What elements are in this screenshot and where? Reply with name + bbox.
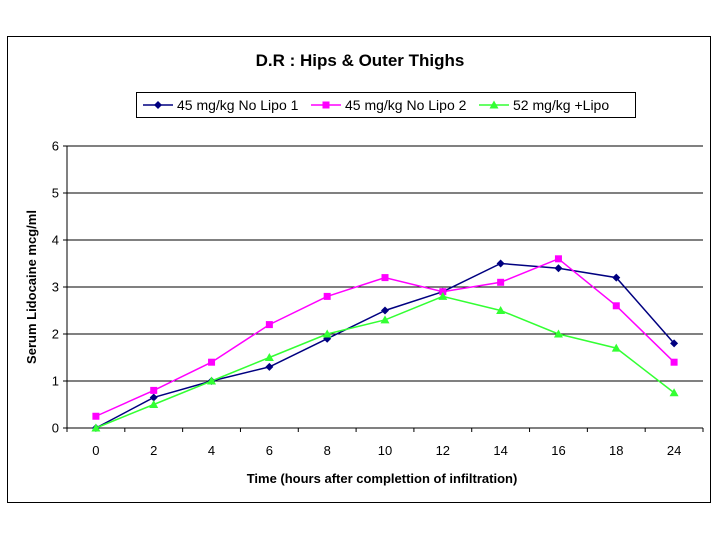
- legend-marker-square: [311, 101, 341, 109]
- y-tick-label: 2: [52, 327, 59, 342]
- x-tick-label: 16: [551, 443, 565, 458]
- data-point: [265, 321, 273, 329]
- series-line-1: [95, 262, 675, 429]
- y-axis-label: Serum Lidocaine mcg/ml: [24, 210, 39, 364]
- x-tick-label: 4: [208, 443, 215, 458]
- x-tick-label: 12: [436, 443, 450, 458]
- data-point: [497, 278, 505, 286]
- data-point: [264, 353, 274, 361]
- data-point: [149, 393, 158, 402]
- y-tick-label: 1: [52, 374, 59, 389]
- data-point: [150, 386, 158, 394]
- data-point: [323, 292, 331, 300]
- data-point: [208, 358, 216, 366]
- x-tick-label: 18: [609, 443, 623, 458]
- data-point: [612, 273, 621, 282]
- data-point: [669, 388, 679, 397]
- x-tick-label: 8: [324, 443, 331, 458]
- data-point: [553, 329, 563, 338]
- legend: 45 mg/kg No Lipo 1 45 mg/kg No Lipo 2 52…: [136, 92, 636, 118]
- data-point: [670, 358, 678, 366]
- x-tick-label: 6: [266, 443, 273, 458]
- x-tick-label: 2: [150, 443, 157, 458]
- y-tick-label: 3: [52, 280, 59, 295]
- y-tick-label: 5: [52, 186, 59, 201]
- y-tick-label: 0: [52, 421, 59, 436]
- y-tick-label: 6: [52, 139, 59, 154]
- data-point: [670, 339, 679, 348]
- legend-label: 45 mg/kg No Lipo 1: [177, 97, 299, 113]
- data-point: [91, 423, 101, 432]
- x-tick-label: 24: [667, 443, 681, 458]
- data-point: [207, 376, 217, 385]
- x-axis-label: Time (hours after complettion of infiltr…: [247, 471, 518, 486]
- chart-title: D.R : Hips & Outer Thighs: [255, 51, 465, 70]
- data-point: [554, 264, 563, 273]
- data-point: [381, 274, 389, 282]
- data-point: [554, 255, 562, 263]
- y-tick-label: 4: [52, 233, 59, 248]
- data-point: [611, 343, 621, 352]
- legend-label: 45 mg/kg No Lipo 2: [345, 97, 467, 113]
- legend-marker-triangle: [479, 100, 509, 109]
- x-tick-label: 14: [493, 443, 507, 458]
- legend-label: 52 mg/kg +Lipo: [513, 97, 610, 113]
- x-tick-label: 10: [378, 443, 392, 458]
- data-point: [380, 315, 390, 324]
- data-point: [439, 288, 447, 296]
- data-point: [149, 400, 159, 408]
- data-point: [496, 259, 505, 268]
- data-point: [265, 362, 274, 371]
- x-tick-label: 0: [92, 443, 99, 458]
- data-point: [438, 291, 448, 300]
- data-point: [381, 306, 389, 315]
- data-point: [496, 306, 506, 314]
- data-point: [92, 412, 100, 420]
- data-point: [322, 329, 332, 338]
- data-point: [612, 302, 620, 310]
- legend-marker-diamond: [143, 101, 173, 109]
